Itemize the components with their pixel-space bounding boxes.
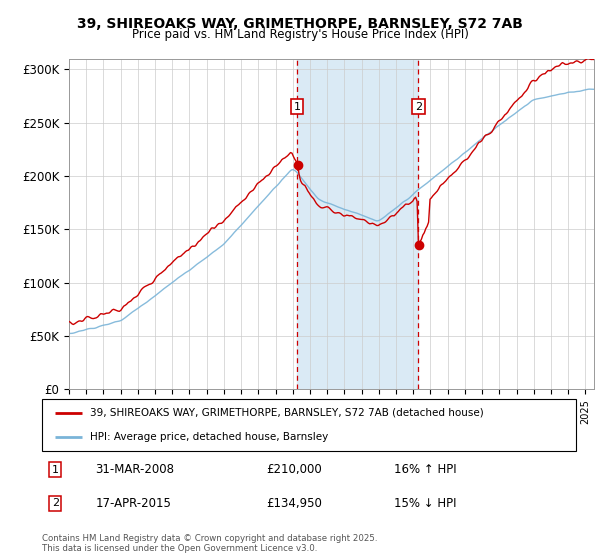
- Bar: [297, 59, 418, 389]
- Text: £134,950: £134,950: [266, 497, 322, 510]
- Text: 1: 1: [52, 465, 59, 475]
- Text: 39, SHIREOAKS WAY, GRIMETHORPE, BARNSLEY, S72 7AB (detached house): 39, SHIREOAKS WAY, GRIMETHORPE, BARNSLEY…: [90, 408, 484, 418]
- Text: 39, SHIREOAKS WAY, GRIMETHORPE, BARNSLEY, S72 7AB: 39, SHIREOAKS WAY, GRIMETHORPE, BARNSLEY…: [77, 17, 523, 31]
- Text: 16% ↑ HPI: 16% ↑ HPI: [394, 463, 457, 477]
- Text: 31-MAR-2008: 31-MAR-2008: [95, 463, 175, 477]
- Text: 2: 2: [415, 102, 422, 111]
- Text: HPI: Average price, detached house, Barnsley: HPI: Average price, detached house, Barn…: [90, 432, 328, 442]
- Text: Contains HM Land Registry data © Crown copyright and database right 2025.
This d: Contains HM Land Registry data © Crown c…: [42, 534, 377, 553]
- Text: 15% ↓ HPI: 15% ↓ HPI: [394, 497, 457, 510]
- Text: 1: 1: [293, 102, 301, 111]
- Text: £210,000: £210,000: [266, 463, 322, 477]
- Text: Price paid vs. HM Land Registry's House Price Index (HPI): Price paid vs. HM Land Registry's House …: [131, 28, 469, 41]
- Text: 2: 2: [52, 498, 59, 508]
- Text: 17-APR-2015: 17-APR-2015: [95, 497, 171, 510]
